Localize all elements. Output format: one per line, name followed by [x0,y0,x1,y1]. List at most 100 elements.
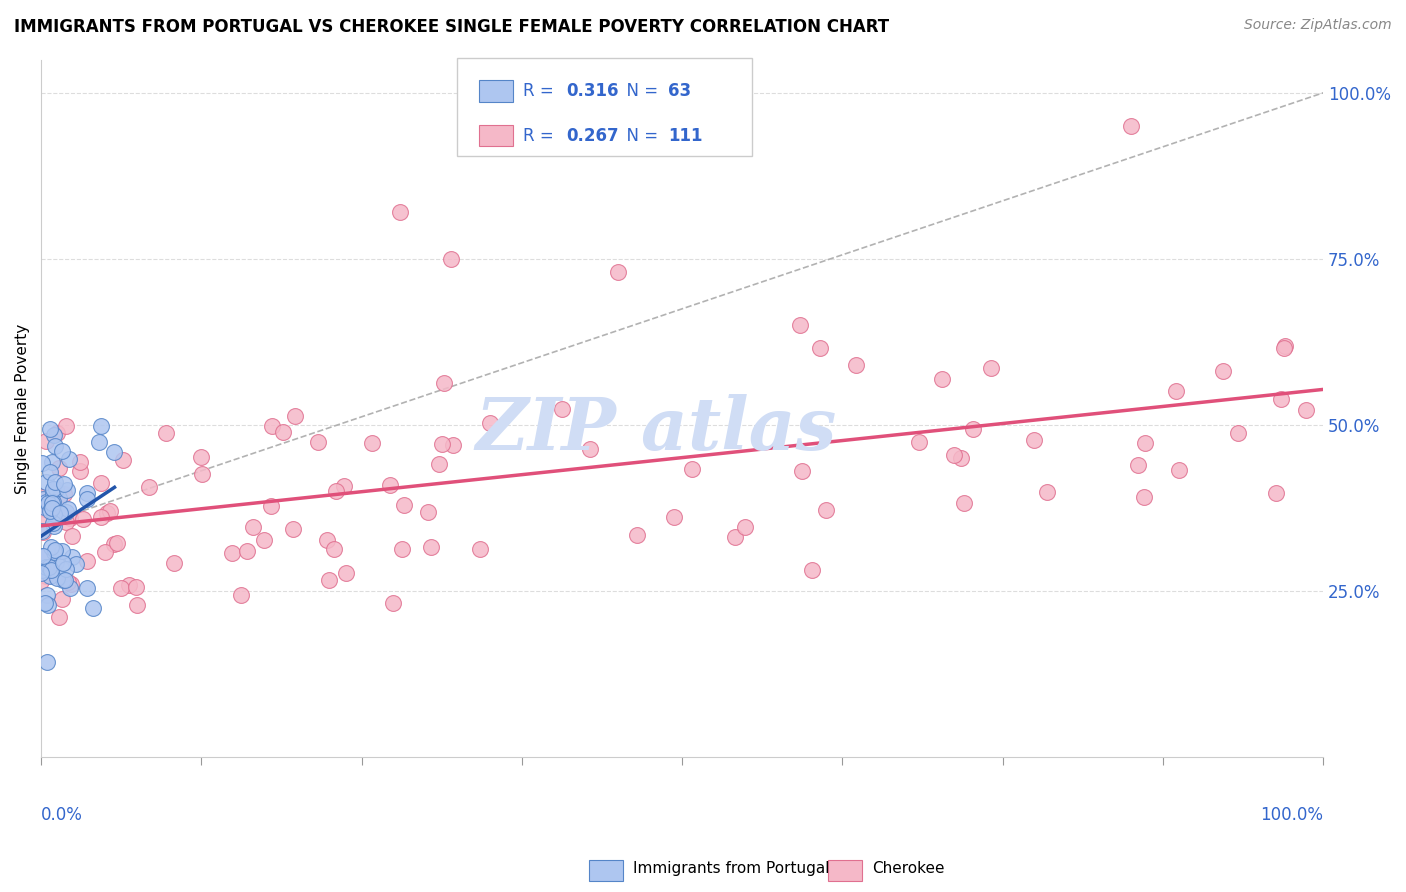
Point [90,475,112,490]
Point [626,528,648,542]
Point [790,464,813,478]
Point [1270,392,1292,407]
Point [49,505,72,519]
Point [1164,384,1187,399]
Point [1119,119,1142,133]
Point [734,520,756,534]
Point [44,475,66,490]
Point [38,422,60,436]
Point [51,544,73,558]
Point [52,487,75,501]
Point [94,545,117,559]
Point [42,483,65,497]
Point [34,502,56,516]
Point [34,560,56,574]
Point [551,402,574,417]
Point [31,456,53,470]
Point [391,541,413,556]
Point [789,318,811,332]
Text: N =: N = [616,82,664,100]
Point [318,573,340,587]
Point [55,515,77,529]
Text: 63: 63 [668,82,690,100]
Point [378,478,401,492]
Point [931,372,953,386]
Point [681,462,703,476]
Point [42,545,65,559]
Point [1226,425,1249,440]
Text: 0.0%: 0.0% [41,806,83,824]
Point [56,502,79,516]
Point [943,448,966,462]
Point [284,409,307,424]
Point [962,422,984,436]
Point [118,578,141,592]
Point [90,510,112,524]
Point [125,580,148,594]
Point [908,434,931,449]
Point [39,465,62,479]
Text: 0.316: 0.316 [567,82,619,100]
Point [260,419,283,434]
Point [58,451,80,466]
Point [155,426,177,441]
Point [110,581,132,595]
Point [1295,403,1317,417]
Point [190,450,212,464]
Point [41,541,63,555]
Point [56,483,79,497]
Point [163,556,186,570]
Point [44,519,66,533]
Text: 100.0%: 100.0% [1260,806,1323,824]
Point [845,358,868,372]
Point [62,550,84,565]
Point [30,574,52,588]
Point [34,434,56,449]
Text: R =: R = [523,127,560,145]
Point [46,571,69,585]
Point [45,482,67,496]
Point [112,452,135,467]
Point [724,530,747,544]
Text: IMMIGRANTS FROM PORTUGAL VS CHEROKEE SINGLE FEMALE POVERTY CORRELATION CHART: IMMIGRANTS FROM PORTUGAL VS CHEROKEE SIN… [14,18,889,36]
Point [389,205,412,219]
Point [60,529,83,543]
Point [76,554,98,568]
Point [35,475,58,489]
Point [48,461,70,475]
Point [69,464,91,478]
Point [800,563,823,577]
Point [37,496,59,510]
Point [325,483,347,498]
Point [39,504,62,518]
Point [76,581,98,595]
Point [55,419,77,434]
Point [323,541,346,556]
Point [41,455,63,469]
Point [394,499,416,513]
Point [980,360,1002,375]
Point [333,478,356,492]
Point [48,491,70,506]
Point [45,426,67,441]
Point [44,428,66,442]
Point [96,506,118,520]
Point [59,581,82,595]
Point [382,596,405,610]
Point [1133,436,1156,450]
Point [55,562,77,576]
Point [808,341,831,355]
Point [69,455,91,469]
Point [41,516,63,531]
Point [315,533,337,547]
Point [42,507,65,521]
Point [55,505,77,519]
Point [607,265,630,279]
Text: ZIP atlas: ZIP atlas [475,394,837,465]
Point [76,486,98,500]
Point [32,524,55,539]
Point [34,597,56,611]
Point [41,563,63,577]
Point [53,574,76,588]
Text: N =: N = [616,127,664,145]
